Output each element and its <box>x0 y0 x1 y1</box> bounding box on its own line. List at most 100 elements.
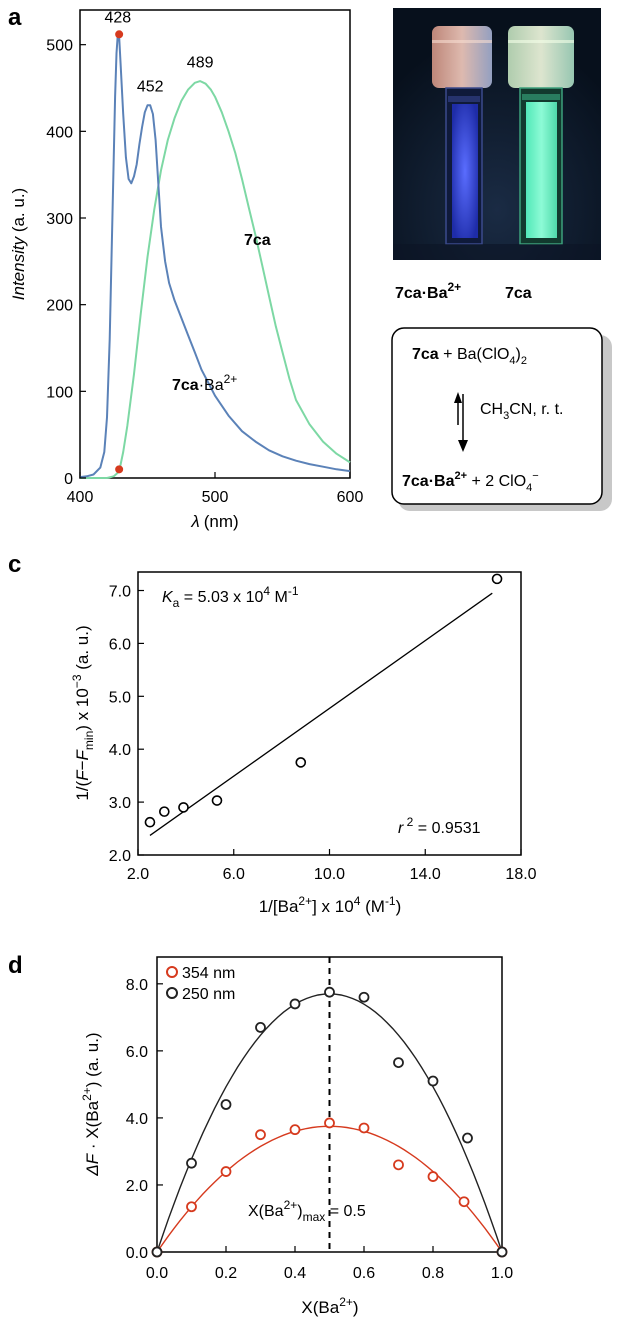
plot-frame-c <box>137 571 522 856</box>
annotation-xmax: X(Ba2+)max = 0.5 <box>248 1198 366 1224</box>
reaction-scheme: 7ca + Ba(ClO4)2 CH3CN, r. t. 7ca·Ba2+ + … <box>391 327 612 511</box>
y-axis-title-d: ΔF · X(Ba2+) (a. u.) <box>80 1032 102 1176</box>
x-tick-label-c-6.0: 6.0 <box>223 866 245 883</box>
y-tick-label-c-2.0: 2.0 <box>109 848 131 865</box>
scheme-reactants: 7ca + Ba(ClO4)2 <box>412 346 527 367</box>
cuvette-blue <box>432 26 492 245</box>
y-tick-label-a-0: 0 <box>64 471 73 488</box>
data-point-d-250 <box>393 1057 404 1068</box>
x-tick-label-d-1.0: 1.0 <box>491 1265 513 1282</box>
data-point-d-250 <box>496 1246 508 1258</box>
data-point-d-250 <box>151 1246 163 1258</box>
y-axis-title-a: Intensity (a. u.) <box>9 188 28 300</box>
legend-d: 354 nm 250 nm <box>166 965 235 1003</box>
x-tick-label-c-10.0: 10.0 <box>314 866 345 883</box>
equilibrium-arrowhead-down <box>458 440 468 452</box>
data-point-d-250 <box>289 998 301 1010</box>
equilibrium-arrowhead-up <box>454 392 462 403</box>
linear-fit-line <box>149 592 493 836</box>
y-tick-label-d-0.0: 0.0 <box>126 1245 148 1262</box>
scheme-products: 7ca·Ba2+ + 2 ClO4− <box>402 470 539 494</box>
legend-label-354: 354 nm <box>182 965 235 982</box>
scheme-conditions: CH3CN, r. t. <box>480 401 563 422</box>
data-point-d-250 <box>358 991 370 1003</box>
y-tick-label-c-4.0: 4.0 <box>109 742 131 759</box>
x-tick-label-d-0.2: 0.2 <box>215 1265 237 1282</box>
series-line-7ca-ba <box>79 33 351 479</box>
x-tick-label-a-400: 400 <box>67 489 94 506</box>
data-point-d-354 <box>220 1166 232 1177</box>
peak-marker-0 <box>115 30 124 39</box>
y-tick-label-a-500: 500 <box>46 38 73 55</box>
y-axis-title-c: 1/(F−Fmin) x 10−3 (a. u.) <box>70 625 96 800</box>
y-tick-label-a-100: 100 <box>46 384 73 401</box>
x-tick-label-c-2.0: 2.0 <box>127 866 149 883</box>
photo-label-right: 7ca <box>505 285 532 302</box>
data-point-d-354 <box>458 1196 470 1208</box>
series-label-7ca: 7ca <box>244 232 271 249</box>
data-point-c <box>159 806 170 817</box>
data-point-d-354 <box>393 1159 404 1171</box>
y-tick-label-c-7.0: 7.0 <box>109 584 131 601</box>
data-point-c <box>178 802 189 813</box>
panel-letter-d: d <box>8 952 23 979</box>
x-tick-label-c-18.0: 18.0 <box>505 866 536 883</box>
y-tick-label-a-200: 200 <box>46 298 73 315</box>
series-label-7ca-ba: 7ca·Ba2+ <box>172 372 237 394</box>
scheme-box <box>391 327 603 505</box>
peak-label-489: 489 <box>187 54 214 71</box>
panel-b-cuvette-photo: 7ca·Ba2+ 7ca <box>393 8 601 302</box>
legend-marker-250 <box>166 987 178 999</box>
y-tick-label-d-6.0: 6.0 <box>126 1044 148 1061</box>
data-point-c <box>491 573 503 585</box>
data-point-c <box>144 816 156 828</box>
y-tick-label-c-6.0: 6.0 <box>109 636 131 653</box>
x-tick-label-a-500: 500 <box>202 489 229 506</box>
data-point-d-354 <box>186 1201 197 1213</box>
y-tick-label-d-4.0: 4.0 <box>126 1111 148 1128</box>
data-point-d-250 <box>220 1099 232 1110</box>
data-point-d-354 <box>324 1117 335 1129</box>
y-tick-label-d-2.0: 2.0 <box>126 1178 148 1195</box>
legend-marker-354 <box>166 966 178 978</box>
x-tick-label-a-600: 600 <box>337 489 364 506</box>
data-point-c <box>211 795 223 806</box>
y-tick-label-c-3.0: 3.0 <box>109 795 131 812</box>
legend-label-250: 250 nm <box>182 986 235 1003</box>
data-point-d-250 <box>255 1021 266 1033</box>
photo-label-left: 7ca·Ba2+ <box>395 280 461 302</box>
data-point-c <box>295 757 307 768</box>
peak-label-428: 428 <box>104 9 131 26</box>
x-tick-label-d-0.8: 0.8 <box>422 1265 444 1282</box>
data-point-d-250 <box>462 1132 473 1144</box>
y-tick-label-d-8.0: 8.0 <box>126 977 148 994</box>
peak-label-452: 452 <box>137 79 164 96</box>
panel-c-binding-plot: 2.0 6.0 10.0 14.0 18.0 2.0 3.0 4.0 5.0 6.0 7.0 Ka … <box>70 571 537 916</box>
cuvette-green <box>508 26 574 245</box>
x-tick-label-c-14.0: 14.0 <box>410 866 441 883</box>
x-tick-label-d-0.4: 0.4 <box>284 1265 306 1282</box>
y-tick-label-a-300: 300 <box>46 211 73 228</box>
annotation-r2: r 2 = 0.9531 <box>398 815 481 837</box>
data-point-d-354 <box>427 1171 439 1182</box>
x-tick-label-d-0.0: 0.0 <box>146 1265 168 1282</box>
x-axis-title-a: λ (nm) <box>190 512 238 531</box>
x-axis-title-d: X(Ba2+) <box>301 1295 358 1317</box>
annotation-ka: Ka = 5.03 x 104 M-1 <box>162 584 299 610</box>
data-point-d-250 <box>186 1157 197 1169</box>
panel-letter-a: a <box>8 4 22 31</box>
x-tick-label-d-0.6: 0.6 <box>353 1265 375 1282</box>
panel-letter-c: c <box>8 551 21 578</box>
data-point-d-354 <box>255 1129 266 1141</box>
y-tick-label-c-5.0: 5.0 <box>109 689 131 706</box>
data-point-d-250 <box>427 1075 439 1087</box>
x-axis-title-c: 1/[Ba2+] x 104 (M-1) <box>259 894 402 916</box>
data-point-d-354 <box>358 1122 370 1134</box>
data-point-d-250 <box>324 986 335 998</box>
peak-marker-1 <box>115 465 124 474</box>
series-line-7ca <box>80 80 351 479</box>
data-point-d-354 <box>289 1124 301 1136</box>
y-tick-label-a-400: 400 <box>46 124 73 141</box>
